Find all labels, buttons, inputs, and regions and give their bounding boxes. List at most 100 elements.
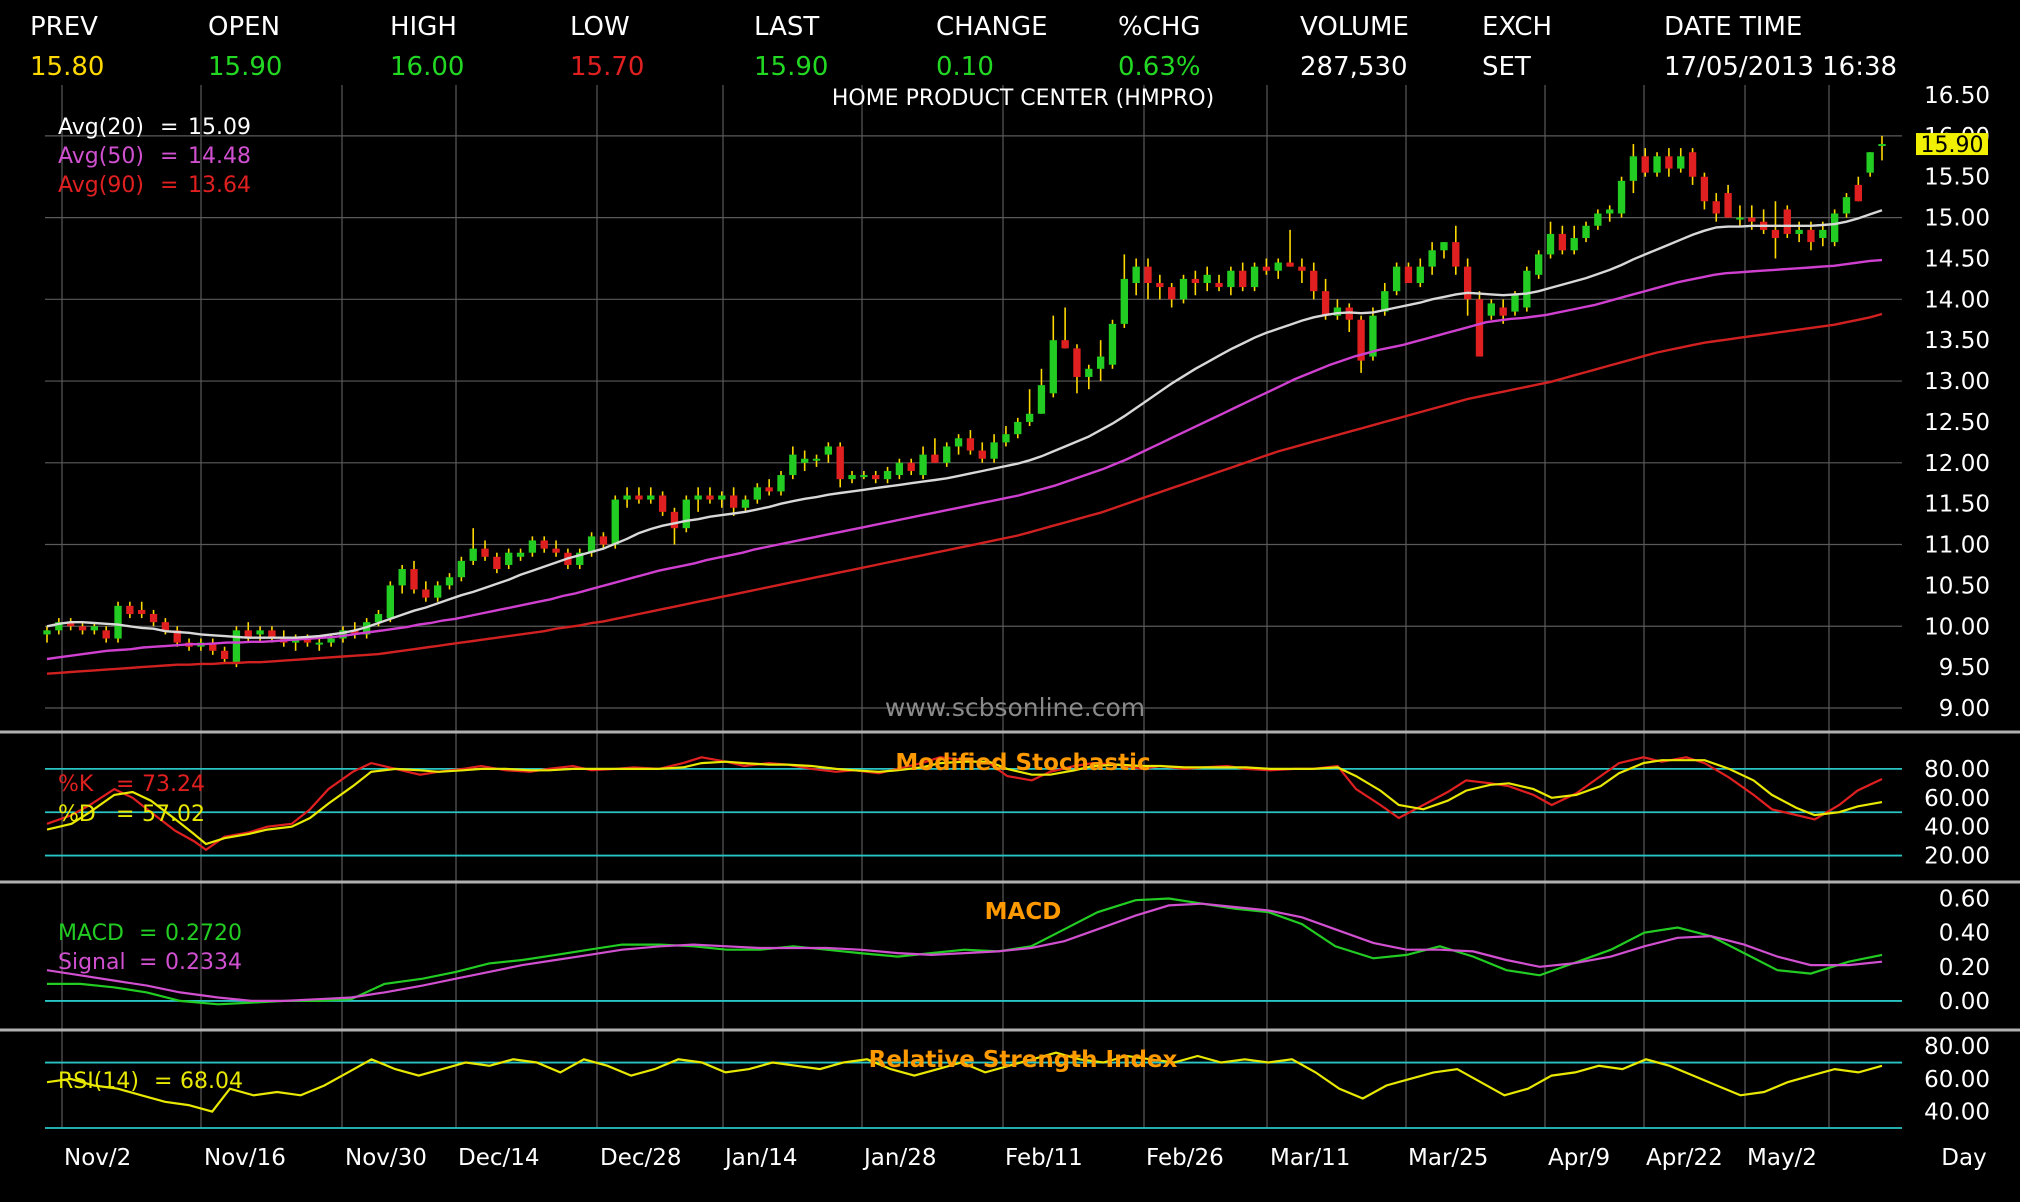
candle-body-up [398, 569, 406, 586]
indicator-axis-tick: 0.60 [1939, 887, 1990, 913]
price-axis-tick: 14.50 [1924, 246, 1990, 272]
indicator-legend-name: MACD [58, 921, 124, 946]
legend-value: 14.48 [188, 144, 251, 169]
candle-body-up [1096, 356, 1105, 369]
candle-body-up [1014, 421, 1022, 435]
candle-body-down [1463, 266, 1472, 300]
candle-body-down [1452, 242, 1460, 267]
x-axis-label-apr-22: Apr/22 [1646, 1145, 1723, 1171]
candle-body-up [1830, 213, 1839, 243]
indicator-legend-equals: = [116, 802, 134, 827]
price-axis-tick: 13.00 [1924, 369, 1990, 395]
header-label-prev: PREV [30, 12, 98, 42]
legend-equals: = [160, 115, 178, 140]
candle-body-up [919, 454, 927, 476]
indicator-title: MACD [985, 899, 1062, 925]
candle-body-up [1369, 315, 1377, 357]
candle-body-down [149, 614, 158, 623]
header-label-volume: VOLUME [1300, 12, 1409, 42]
candle-body-up [1002, 434, 1010, 443]
candle-body-up [753, 487, 761, 500]
candle-body-down [1262, 266, 1271, 271]
indicator-axis-tick: 60.00 [1924, 786, 1990, 812]
indicator-legend-value: 57.02 [142, 802, 205, 827]
last-price-tag-bg [1916, 133, 1988, 156]
series-rsi-14--line [46, 1051, 1883, 1113]
candle-body-up [457, 560, 466, 578]
header-value-high: 16.00 [390, 52, 464, 82]
x-axis-label-feb-11: Feb/11 [1005, 1145, 1083, 1171]
candle-body-down [978, 450, 986, 459]
candle-body-down [1298, 266, 1306, 271]
candle-body-down [658, 495, 667, 512]
indicator-legend-name: %K [58, 772, 94, 797]
candle-body-down [138, 609, 146, 615]
candle-body-down [872, 475, 880, 480]
indicator-legend-value: 0.2720 [165, 921, 242, 946]
candle-body-up [1582, 225, 1590, 239]
candle-body-down [836, 446, 844, 480]
candle-body-up [1025, 413, 1034, 422]
candle-body-down [410, 569, 418, 590]
price-axis-tick: 15.00 [1924, 206, 1990, 232]
candle-body-up [647, 495, 655, 500]
indicator-axis-tick: 0.40 [1939, 921, 1990, 947]
price-axis-tick: 9.50 [1939, 655, 1990, 681]
candle-body-up [1606, 209, 1614, 214]
candle-body-down [635, 495, 643, 500]
candle-body-up [1179, 278, 1188, 300]
indicator-legend-value: 73.24 [142, 772, 205, 797]
candle-body-down [1712, 201, 1720, 214]
header-label-high: HIGH [390, 12, 457, 42]
indicator-legend-value: 0.2334 [165, 950, 242, 975]
candle-body-up [1120, 278, 1128, 324]
legend-value: 15.09 [188, 115, 251, 140]
candle-body-down [1748, 217, 1756, 222]
candle-body-up [1274, 262, 1282, 271]
candle-body-up [1037, 385, 1046, 414]
candle-body-up [1049, 340, 1057, 394]
candle-body-down [1404, 266, 1413, 283]
candle-body-down [1321, 291, 1330, 316]
candle-body-down [1475, 299, 1484, 357]
price-axis-tick: 15.50 [1924, 165, 1990, 191]
x-axis-label-apr-9: Apr/9 [1548, 1145, 1610, 1171]
indicator-axis-tick: 40.00 [1924, 815, 1990, 841]
candle-body-up [1523, 270, 1531, 308]
candle-body-down [351, 630, 359, 635]
header-value-date-time: 17/05/2013 16:38 [1664, 52, 1897, 82]
candle-body-up [1227, 270, 1235, 288]
x-axis-label-dec-28: Dec/28 [600, 1145, 682, 1171]
candle-body-down [706, 495, 714, 500]
header-label-exch: EXCH [1482, 12, 1552, 42]
candle-body-down [1499, 307, 1507, 316]
header-label-low: LOW [570, 12, 630, 42]
candle-body-up [374, 614, 383, 623]
x-axis-label-may-2: May/2 [1747, 1145, 1817, 1171]
indicator-axis-tick: 60.00 [1924, 1067, 1990, 1093]
candle-body-up [1333, 307, 1342, 316]
candle-body-up [848, 475, 856, 480]
candle-body-up [1866, 152, 1874, 173]
candle-body-down [303, 638, 312, 643]
x-axis-label-dec-14: Dec/14 [458, 1145, 540, 1171]
candle-body-up [1878, 144, 1886, 147]
candle-body-down [209, 642, 217, 651]
ma90-line [46, 312, 1883, 675]
legend-equals: = [160, 144, 178, 169]
x-axis-label-mar-11: Mar/11 [1270, 1145, 1350, 1171]
indicator-axis-tick: 20.00 [1924, 844, 1990, 870]
candle-body-up [789, 454, 797, 476]
candle-body-up [990, 442, 998, 459]
indicator-axis-tick: 0.00 [1939, 989, 1990, 1015]
indicator-legend-equals: = [139, 950, 157, 975]
candle-body-up [1736, 217, 1744, 220]
candle-body-up [824, 446, 833, 455]
legend-avg-50-: Avg(50) [58, 144, 144, 169]
candle-body-down [1345, 307, 1353, 320]
candle-body-down [481, 548, 489, 557]
x-axis-label-feb-26: Feb/26 [1146, 1145, 1224, 1171]
indicator-legend-value: 68.04 [180, 1069, 243, 1094]
candle-body-down [1215, 282, 1223, 288]
